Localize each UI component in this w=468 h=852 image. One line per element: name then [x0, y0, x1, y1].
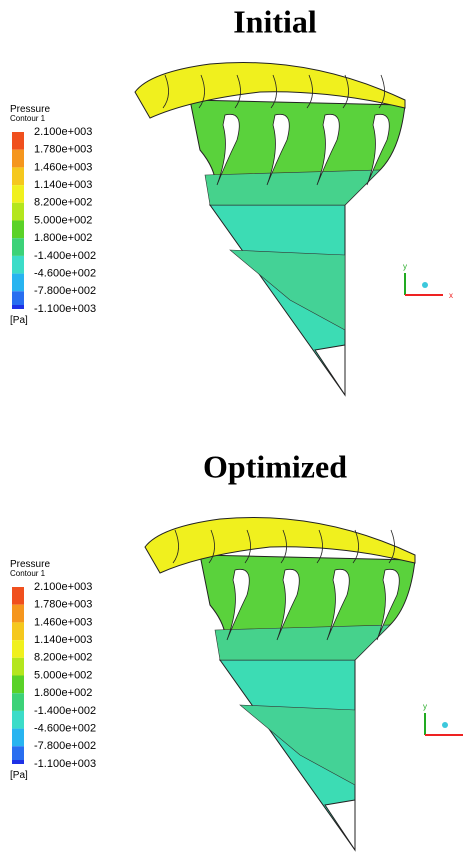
- legend-label: 2.100e+003: [34, 126, 92, 138]
- axis-triad: y: [423, 702, 463, 736]
- legend-label: 1.140e+003: [34, 634, 92, 646]
- legend-label: 1.460e+003: [34, 616, 92, 628]
- legend-swatch: [12, 238, 24, 256]
- blade: [326, 568, 350, 641]
- contour-geometry: [144, 517, 416, 852]
- legend-label: 1.780e+003: [34, 144, 92, 156]
- blade: [266, 113, 290, 186]
- panel-title: Optimized: [203, 448, 347, 484]
- legend-swatch: [12, 728, 24, 747]
- legend-unit: [Pa]: [10, 315, 28, 326]
- passage-low: [204, 169, 381, 206]
- legend-swatch: [12, 291, 24, 309]
- axis-z-dot: [442, 722, 448, 728]
- legend-swatch: [12, 587, 24, 605]
- legend-swatch: [12, 255, 24, 274]
- legend-swatch: [12, 604, 24, 623]
- shroud-line: [270, 74, 277, 109]
- axis-z-dot: [422, 282, 428, 288]
- legend-swatch: [12, 640, 24, 658]
- legend-label: 1.800e+002: [34, 232, 92, 244]
- legend-label: -7.800e+002: [34, 740, 96, 752]
- shroud-line: [162, 74, 169, 109]
- legend-swatch: [12, 746, 24, 764]
- shroud-line: [316, 529, 323, 564]
- legend-label: -1.400e+002: [34, 250, 96, 262]
- legend-label: 1.140e+003: [34, 179, 92, 191]
- legend-label: -1.100e+003: [34, 758, 96, 770]
- legend-label: -1.100e+003: [34, 303, 96, 315]
- outlet-tip: [314, 344, 346, 397]
- legend-swatch: [12, 693, 24, 711]
- shroud-line: [280, 529, 287, 564]
- passage-low: [214, 624, 391, 661]
- shroud-line: [234, 74, 241, 109]
- shroud: [144, 517, 416, 574]
- legend-swatch: [12, 760, 24, 764]
- shroud-line: [352, 529, 359, 564]
- blade: [376, 568, 400, 641]
- legend-label: 1.460e+003: [34, 161, 92, 173]
- legend-swatch: [12, 273, 24, 292]
- legend-subtitle: Contour 1: [10, 569, 46, 578]
- legend-title: Pressure: [10, 559, 50, 570]
- legend-label: -4.600e+002: [34, 723, 96, 735]
- legend-swatch: [12, 149, 24, 168]
- legend-swatch: [12, 657, 24, 676]
- legend-label: 5.000e+002: [34, 214, 92, 226]
- legend-label: 8.200e+002: [34, 652, 92, 664]
- legend-swatch: [12, 132, 24, 150]
- shroud-line: [342, 74, 349, 109]
- lower-region: [229, 249, 346, 331]
- shroud-line: [172, 529, 179, 564]
- legend-swatch: [12, 167, 24, 186]
- legend-swatch: [12, 710, 24, 729]
- legend-label: 1.800e+002: [34, 687, 92, 699]
- legend-swatch: [12, 305, 24, 309]
- shroud-line: [244, 529, 251, 564]
- contour-geometry: [134, 62, 406, 397]
- shroud: [134, 62, 406, 119]
- legend-label: 1.780e+003: [34, 599, 92, 611]
- legend-swatch: [12, 622, 24, 641]
- legend-label: 2.100e+003: [34, 581, 92, 593]
- legend-label: -4.600e+002: [34, 268, 96, 280]
- axis-label-y: y: [403, 262, 407, 271]
- shroud-line: [198, 74, 205, 109]
- shroud-line: [388, 529, 395, 564]
- shroud-line: [208, 529, 215, 564]
- legend-label: -7.800e+002: [34, 285, 96, 297]
- axis-label-y: y: [423, 702, 427, 711]
- legend-swatch: [12, 202, 24, 221]
- blade: [276, 568, 300, 641]
- axis-triad: yx: [403, 262, 453, 300]
- legend-swatch: [12, 220, 24, 239]
- legend-title: Pressure: [10, 104, 50, 115]
- legend-label: -1.400e+002: [34, 705, 96, 717]
- shroud-line: [306, 74, 313, 109]
- blade: [226, 568, 250, 641]
- blade: [366, 113, 390, 186]
- axis-label-x: x: [449, 291, 453, 300]
- blade: [216, 113, 240, 186]
- legend-unit: [Pa]: [10, 770, 28, 781]
- outlet-tip: [324, 799, 356, 852]
- panel-title: Initial: [233, 3, 317, 39]
- legend-subtitle: Contour 1: [10, 114, 46, 123]
- legend-swatch: [12, 185, 24, 203]
- legend-label: 8.200e+002: [34, 197, 92, 209]
- legend-swatch: [12, 675, 24, 694]
- shroud-line: [378, 74, 385, 109]
- blade: [316, 113, 340, 186]
- lower-region: [239, 704, 356, 786]
- legend-label: 5.000e+002: [34, 669, 92, 681]
